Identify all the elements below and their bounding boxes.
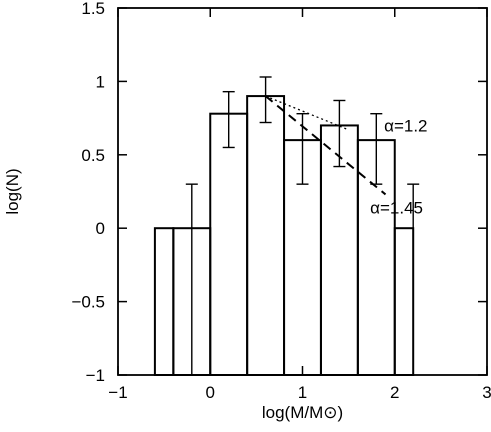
x-axis-label: log(M/M⊙)	[262, 403, 343, 422]
histogram-bin	[209, 112, 249, 376]
x-tick-label: 1	[298, 383, 307, 402]
x-tick-label: −1	[108, 383, 127, 402]
fit-label: α=1.2	[384, 116, 427, 135]
x-tick-label: 2	[390, 383, 399, 402]
histogram-bin	[393, 227, 415, 376]
y-tick-label: 1	[96, 72, 105, 91]
errorbar-layer	[185, 76, 420, 375]
text-layer: α=1.2 α=1.45	[370, 116, 427, 217]
x-tick-label: 3	[482, 383, 491, 402]
y-axis-label: log(N)	[3, 168, 22, 214]
x-tick-label: 0	[206, 383, 215, 402]
ticks-layer: −1 0 1 2 3 −1 −0.5 0 0.5 1 1.5	[71, 0, 491, 402]
fit-layer	[264, 95, 387, 196]
y-tick-label: 0.5	[81, 146, 105, 165]
y-tick-label: 0	[96, 219, 105, 238]
y-tick-label: −0.5	[71, 293, 105, 312]
histogram-bin	[153, 227, 175, 376]
fit-label: α=1.45	[370, 199, 423, 218]
y-tick-label: 1.5	[81, 0, 105, 18]
fit-line-dashed	[264, 95, 387, 196]
plot-frame	[117, 7, 488, 376]
y-tick-label: −1	[86, 366, 105, 385]
histogram-bin	[246, 95, 286, 377]
histogram-layer	[153, 95, 415, 377]
